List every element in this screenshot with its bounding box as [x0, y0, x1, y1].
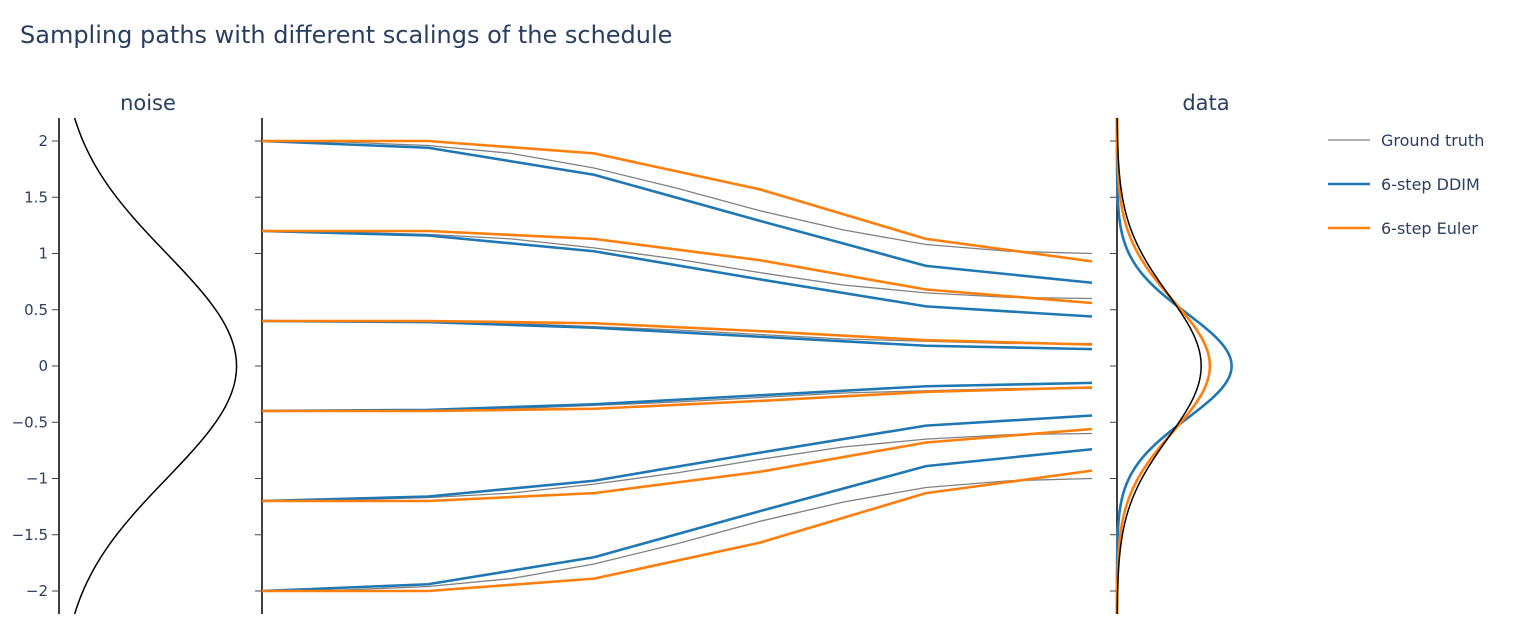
data-density-euler: [1115, 117, 1212, 615]
paths-panel: [255, 118, 1093, 614]
y-tick-label: 2: [38, 132, 48, 150]
sampling-path-ddim: [261, 414, 1093, 503]
y-tick-label: −0.5: [12, 413, 48, 431]
y-tick-label: 0.5: [24, 301, 48, 319]
sampling-path-ddim: [261, 447, 1093, 593]
legend-label: 6-step Euler: [1381, 219, 1478, 238]
chart-title: Sampling paths with different scalings o…: [20, 21, 672, 49]
sampling-path-ground-truth: [261, 140, 1093, 255]
sampling-path-euler: [262, 469, 1093, 593]
y-tick-label: −1.5: [12, 526, 48, 544]
sampling-path-ddim: [261, 381, 1093, 413]
sampling-path-euler: [262, 139, 1093, 263]
sampling-path-euler: [262, 427, 1093, 503]
y-tick-label: −1: [26, 470, 48, 488]
y-tick-label: −2: [26, 582, 48, 600]
legend: Ground truth 6-step DDIM 6-step Euler: [1328, 131, 1484, 238]
noise-panel: 2 1.5 1 0.5 0 −0.5 −1 −1.5 −2: [12, 117, 238, 615]
sampling-path-euler: [262, 386, 1093, 413]
sampling-path-ddim: [261, 139, 1093, 285]
sampling-path-euler: [262, 319, 1093, 346]
noise-density-curve: [73, 117, 238, 615]
y-tick-label: 1.5: [24, 188, 48, 206]
sampling-path-ddim: [261, 319, 1093, 351]
legend-label: 6-step DDIM: [1381, 175, 1480, 194]
data-panel: [1110, 117, 1233, 615]
sampling-path-ddim: [261, 229, 1093, 318]
data-panel-title: data: [1182, 91, 1229, 115]
data-density-ground-truth: [1116, 117, 1202, 615]
y-tick-label: 1: [38, 245, 48, 263]
legend-label: Ground truth: [1381, 131, 1484, 150]
y-tick-label: 0: [38, 357, 48, 375]
data-density-ddim: [1115, 118, 1233, 614]
sampling-path-ground-truth: [261, 477, 1093, 592]
noise-panel-title: noise: [120, 91, 176, 115]
sampling-path-euler: [262, 229, 1093, 305]
